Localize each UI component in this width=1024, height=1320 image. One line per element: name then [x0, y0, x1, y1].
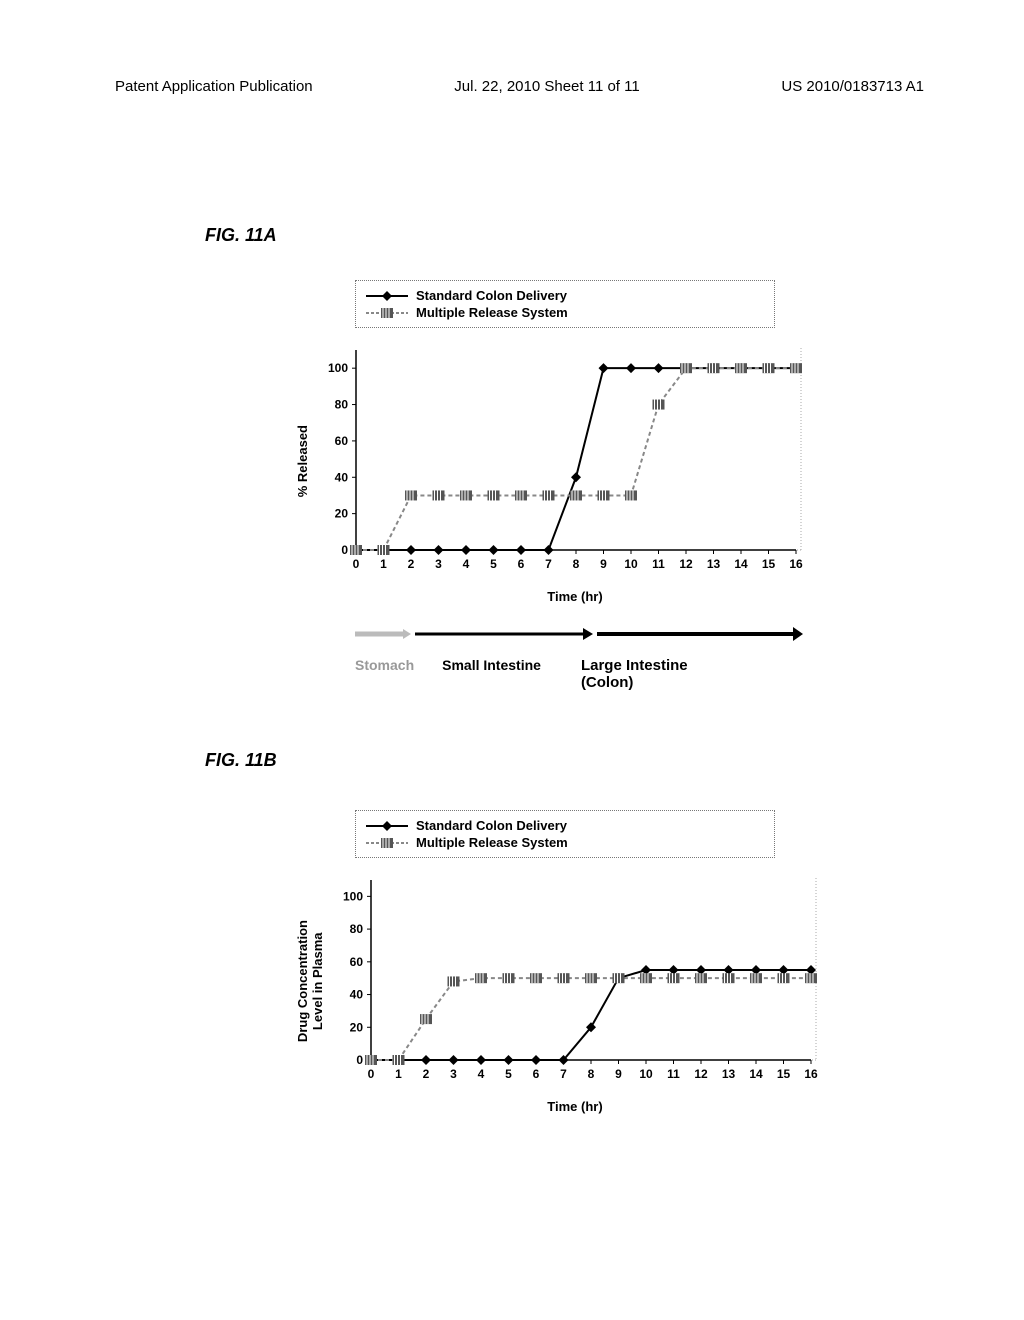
hash-line-icon	[366, 837, 408, 849]
svg-text:4: 4	[463, 557, 470, 571]
large-intestine-label: Large Intestine (Colon)	[581, 657, 688, 691]
svg-text:0: 0	[356, 1053, 363, 1067]
svg-text:13: 13	[722, 1067, 736, 1081]
svg-text:14: 14	[749, 1067, 763, 1081]
svg-text:0: 0	[341, 543, 348, 557]
chart-a-x-title: Time (hr)	[335, 589, 815, 604]
svg-text:12: 12	[679, 557, 693, 571]
svg-text:7: 7	[545, 557, 552, 571]
chart-a-svg: 020406080100012345678910111213141516	[316, 340, 806, 578]
svg-text:6: 6	[533, 1067, 540, 1081]
small-intestine-label: Small Intestine	[442, 657, 541, 691]
chart-a-legend: Standard Colon Delivery Multiple Release…	[355, 280, 775, 328]
svg-text:0: 0	[368, 1067, 375, 1081]
svg-text:20: 20	[335, 507, 349, 521]
chart-b-plot-wrap: Drug Concentration Level in Plasma 02040…	[295, 870, 815, 1093]
legend-row-multiple-b: Multiple Release System	[366, 834, 764, 851]
diamond-line-icon	[366, 820, 408, 832]
svg-text:7: 7	[560, 1067, 567, 1081]
svg-text:80: 80	[350, 922, 364, 936]
chart-a-container: Standard Colon Delivery Multiple Release…	[295, 280, 815, 691]
svg-text:80: 80	[335, 398, 349, 412]
svg-text:15: 15	[762, 557, 776, 571]
header-left: Patent Application Publication	[115, 78, 313, 95]
svg-text:5: 5	[490, 557, 497, 571]
svg-text:5: 5	[505, 1067, 512, 1081]
svg-text:2: 2	[408, 557, 415, 571]
svg-text:8: 8	[573, 557, 580, 571]
hash-line-icon	[366, 307, 408, 319]
gi-labels-row: Stomach Small Intestine Large Intestine …	[355, 657, 815, 691]
chart-b-container: Standard Colon Delivery Multiple Release…	[295, 810, 815, 1114]
legend-label-multiple: Multiple Release System	[416, 305, 568, 320]
svg-text:3: 3	[450, 1067, 457, 1081]
legend-row-standard-b: Standard Colon Delivery	[366, 817, 764, 834]
svg-text:16: 16	[789, 557, 803, 571]
svg-text:11: 11	[652, 557, 665, 571]
chart-b-plot-area: 020406080100012345678910111213141516	[331, 870, 821, 1093]
svg-text:0: 0	[353, 557, 360, 571]
chart-a-plot-wrap: % Released 02040608010001234567891011121…	[295, 340, 815, 583]
svg-text:2: 2	[423, 1067, 430, 1081]
svg-text:40: 40	[350, 988, 364, 1002]
chart-b-svg: 020406080100012345678910111213141516	[331, 870, 821, 1088]
legend-label-multiple-b: Multiple Release System	[416, 835, 568, 850]
svg-text:9: 9	[615, 1067, 622, 1081]
svg-text:8: 8	[588, 1067, 595, 1081]
figure-a-label-block: FIG. 11A	[205, 225, 277, 246]
legend-label-standard: Standard Colon Delivery	[416, 288, 567, 303]
svg-text:1: 1	[380, 557, 387, 571]
svg-text:10: 10	[639, 1067, 653, 1081]
diamond-line-icon	[366, 290, 408, 302]
svg-text:4: 4	[478, 1067, 485, 1081]
svg-text:60: 60	[350, 955, 364, 969]
svg-text:6: 6	[518, 557, 525, 571]
figure-b-label: FIG. 11B	[205, 750, 277, 771]
svg-text:11: 11	[667, 1067, 680, 1081]
legend-label-standard-b: Standard Colon Delivery	[416, 818, 567, 833]
chart-b-y-title: Drug Concentration Level in Plasma	[295, 920, 325, 1042]
chart-a-plot-area: 020406080100012345678910111213141516	[316, 340, 806, 583]
svg-text:10: 10	[624, 557, 638, 571]
svg-text:100: 100	[343, 889, 363, 903]
svg-text:12: 12	[694, 1067, 708, 1081]
svg-text:16: 16	[804, 1067, 818, 1081]
svg-text:3: 3	[435, 557, 442, 571]
svg-text:1: 1	[395, 1067, 402, 1081]
chart-a-y-title: % Released	[295, 425, 310, 497]
svg-text:60: 60	[335, 434, 349, 448]
chart-b-x-title: Time (hr)	[335, 1099, 815, 1114]
svg-text:40: 40	[335, 470, 349, 484]
svg-text:20: 20	[350, 1020, 364, 1034]
gi-tract-diagram: Stomach Small Intestine Large Intestine …	[355, 624, 815, 691]
stomach-label: Stomach	[355, 657, 414, 691]
chart-b-legend: Standard Colon Delivery Multiple Release…	[355, 810, 775, 858]
figure-a-label: FIG. 11A	[205, 225, 277, 246]
legend-row-multiple: Multiple Release System	[366, 304, 764, 321]
gi-arrows-svg	[355, 624, 815, 646]
header-center: Jul. 22, 2010 Sheet 11 of 11	[454, 78, 639, 95]
header-right: US 2010/0183713 A1	[781, 78, 924, 95]
svg-text:15: 15	[777, 1067, 791, 1081]
svg-text:13: 13	[707, 557, 721, 571]
svg-text:100: 100	[328, 361, 348, 375]
svg-text:14: 14	[734, 557, 748, 571]
page-header: Patent Application Publication Jul. 22, …	[0, 0, 1024, 95]
svg-text:9: 9	[600, 557, 607, 571]
figure-b-label-block: FIG. 11B	[205, 750, 277, 771]
legend-row-standard: Standard Colon Delivery	[366, 287, 764, 304]
